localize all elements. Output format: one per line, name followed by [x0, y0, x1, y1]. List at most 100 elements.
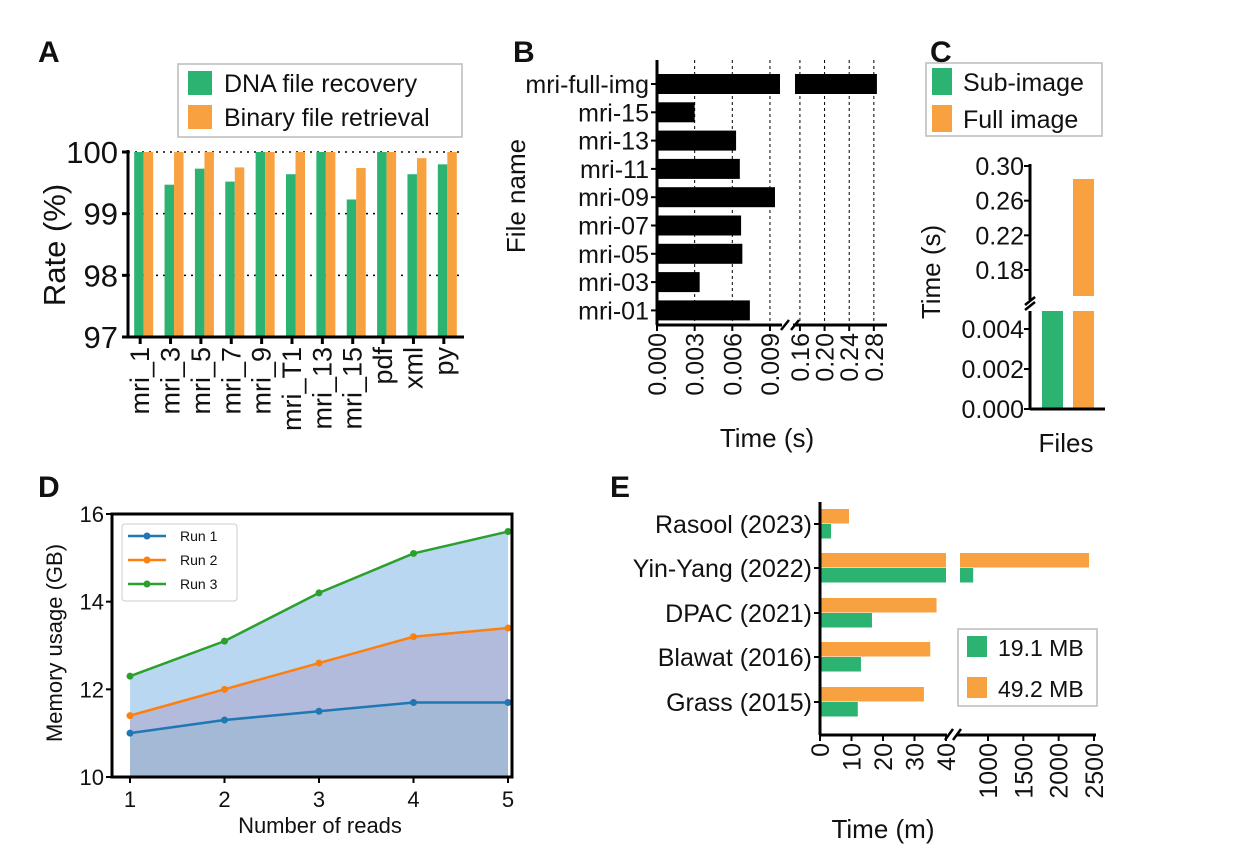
legend-label: Run 3 [180, 576, 218, 592]
y-tick-label: mri-13 [578, 128, 649, 156]
x-tick-label: 4 [407, 787, 419, 812]
point-run-3 [505, 528, 512, 535]
bar-dna-file-recovery [286, 174, 296, 337]
bar-binary-file-retrieval [387, 152, 397, 337]
bar-19-1-mb-right-segment [960, 568, 973, 583]
legend-swatch [932, 105, 952, 132]
panel-label-b: B [513, 36, 535, 69]
point-run-2 [410, 633, 417, 640]
y-tick-label: 100 [66, 135, 118, 170]
bar-dna-file-recovery [256, 152, 265, 337]
x-tick-label: 5 [502, 787, 514, 812]
legend-swatch [967, 677, 987, 698]
y-tick-label: 12 [80, 677, 104, 702]
x-tick-label: 1500 [1010, 743, 1038, 799]
x-tick-label: 20 [870, 743, 898, 771]
legend-label: 19.1 MB [998, 635, 1084, 661]
bar [657, 272, 700, 292]
x-tick-label: 1000 [975, 743, 1003, 799]
bar-binary-file-retrieval [144, 152, 154, 337]
y-tick-label: 0.000 [961, 396, 1024, 424]
bar [657, 187, 775, 207]
bar-19-1-mb [820, 524, 831, 539]
x-tick-label: mri_T1 [277, 347, 307, 431]
point-run-2 [316, 660, 323, 667]
bar-19-1-mb-left-segment [820, 568, 946, 583]
bar-dna-file-recovery [165, 185, 175, 337]
y-tick-label: Blawat (2016) [658, 644, 812, 672]
bar [657, 159, 740, 179]
panel-label-d: D [38, 471, 60, 504]
bar-binary-file-retrieval [174, 152, 184, 337]
y-tick-label: 0.004 [961, 316, 1024, 344]
point-run-1 [127, 730, 134, 737]
x-tick-label: 0 [807, 743, 835, 757]
y-tick-label: 0.22 [975, 222, 1024, 250]
y-tick-label: mri-07 [578, 213, 649, 241]
legend-marker [144, 533, 151, 540]
y-tick-label: Rasool (2023) [655, 511, 812, 539]
y-tick-label: DPAC (2021) [665, 600, 812, 628]
x-tick-label: 10 [839, 743, 867, 771]
point-run-3 [127, 673, 134, 680]
bar [657, 102, 695, 122]
legend-swatch [188, 105, 212, 129]
point-run-3 [410, 550, 417, 557]
bar-19-1-mb [820, 657, 861, 672]
legend-swatch [967, 636, 987, 657]
legend-label: Run 1 [180, 528, 218, 544]
legend-label: Binary file retrieval [224, 104, 430, 132]
y-tick-label: 14 [80, 590, 104, 615]
x-axis-label: Number of reads [238, 813, 402, 838]
y-tick-label: Grass (2015) [666, 689, 812, 717]
legend-label: 49.2 MB [998, 676, 1084, 702]
y-tick-label: mri-full-img [525, 71, 649, 99]
bar-dna-file-recovery [225, 182, 235, 337]
x-axis-label: Time (m) [831, 814, 934, 844]
y-tick-label: 99 [84, 197, 118, 232]
x-tick-label: 0.003 [682, 333, 710, 396]
point-run-1 [221, 717, 228, 724]
y-tick-label: Yin-Yang (2022) [633, 555, 812, 583]
panel-d-chart: 1012141612345Number of readsMemory usage… [42, 502, 514, 838]
y-tick-label: 0.30 [975, 153, 1024, 181]
bar-49-2-mb-right-segment [960, 553, 1089, 568]
bar-binary-file-retrieval [235, 167, 245, 337]
x-tick-label: 40 [933, 743, 961, 771]
legend-label: DNA file recovery [224, 70, 418, 98]
y-tick-label: mri-11 [580, 156, 649, 184]
bar-full-image [1073, 311, 1094, 409]
bar [657, 216, 741, 236]
bar-dna-file-recovery [407, 174, 417, 337]
y-axis-label: Rate (%) [37, 184, 72, 306]
bar-dna-file-recovery [377, 152, 387, 337]
y-tick-label: mri-09 [578, 184, 649, 212]
y-tick-label: mri-01 [578, 297, 649, 325]
bar-binary-file-retrieval [356, 168, 366, 337]
bar-dna-file-recovery [195, 169, 205, 337]
x-axis-label: Time (s) [720, 423, 814, 453]
bar [657, 244, 742, 264]
y-tick-label: 98 [84, 258, 118, 293]
bar-binary-file-retrieval [296, 152, 306, 337]
x-tick-label: pdf [368, 347, 398, 385]
x-axis-label: Files [1039, 428, 1094, 458]
x-tick-label: xml [398, 347, 428, 389]
legend-swatch [932, 68, 952, 95]
y-tick-label: 16 [80, 502, 104, 527]
point-run-3 [316, 589, 323, 596]
bar-right-segment [795, 74, 877, 94]
y-tick-label: mri-03 [578, 269, 649, 297]
bar-binary-file-retrieval [417, 158, 427, 337]
y-tick-label: 0.18 [975, 257, 1024, 285]
legend-swatch [188, 71, 212, 95]
point-run-1 [505, 699, 512, 706]
bar-19-1-mb [820, 702, 858, 717]
bar-full-image-upper [1073, 179, 1094, 296]
y-tick-label: mri-05 [578, 241, 649, 269]
bar [657, 131, 736, 151]
bar-binary-file-retrieval [265, 152, 275, 337]
bar-left-segment [657, 74, 780, 94]
bar-49-2-mb [820, 642, 930, 657]
